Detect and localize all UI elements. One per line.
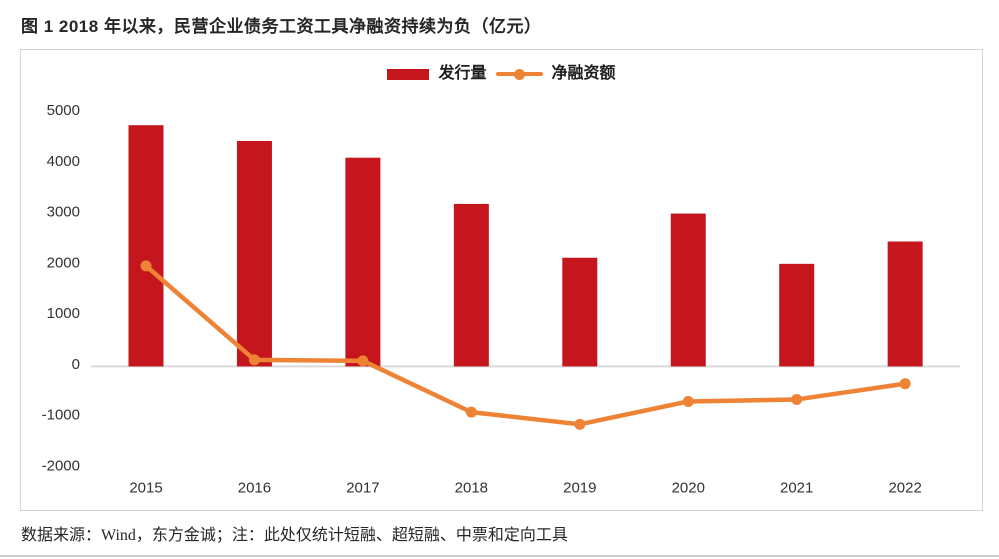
x-label-2016: 2016 [238, 480, 271, 497]
bar-2015 [128, 125, 164, 367]
x-label-2018: 2018 [455, 480, 488, 497]
line-point-2016 [248, 354, 260, 366]
y-tick-2000: 2000 [47, 254, 80, 271]
x-label-2015: 2015 [129, 480, 162, 497]
bar-2020 [670, 213, 706, 367]
line-point-2017 [357, 355, 369, 367]
y-tick-0: 0 [72, 356, 80, 373]
x-label-2022: 2022 [888, 480, 921, 497]
y-tick-4000: 4000 [47, 153, 80, 170]
bar-2018 [453, 203, 489, 367]
bar-2016 [236, 140, 272, 367]
x-label-2017: 2017 [346, 480, 379, 497]
x-label-2021: 2021 [780, 480, 813, 497]
data-source-note: 数据来源：Wind，东方金诚；注：此处仅统计短融、超短融、中票和定向工具 [21, 527, 568, 544]
y-tick-1000: 1000 [47, 305, 80, 322]
bar-2022 [887, 241, 923, 367]
line-point-2015 [140, 260, 152, 272]
x-label-2019: 2019 [563, 480, 596, 497]
line-point-2018 [465, 406, 477, 418]
bar-2017 [345, 157, 381, 367]
line-point-2019 [574, 418, 586, 430]
bar-2019 [562, 257, 598, 367]
line-point-2020 [682, 395, 694, 407]
y-tick--1000: -1000 [42, 407, 80, 424]
y-tick-5000: 5000 [47, 102, 80, 119]
net-financing-line [143, 263, 908, 427]
y-tick-3000: 3000 [47, 204, 80, 221]
line-point-2022 [899, 378, 911, 390]
figure-title: 图 1 2018 年以来，民营企业债务工资工具净融资持续为负（亿元） [21, 17, 542, 36]
bottom-divider [0, 555, 999, 557]
chart-plot: 5000 4000 3000 2000 1000 0 -1000 -2000 2015 2016 2… [42, 102, 960, 497]
chart-panel: 5000 4000 3000 2000 1000 0 -1000 -2000 2015 2016 2… [20, 49, 983, 511]
y-tick--2000: -2000 [42, 458, 80, 475]
line-point-2021 [791, 393, 803, 405]
bar-2021 [779, 263, 815, 367]
x-label-2020: 2020 [672, 480, 705, 497]
